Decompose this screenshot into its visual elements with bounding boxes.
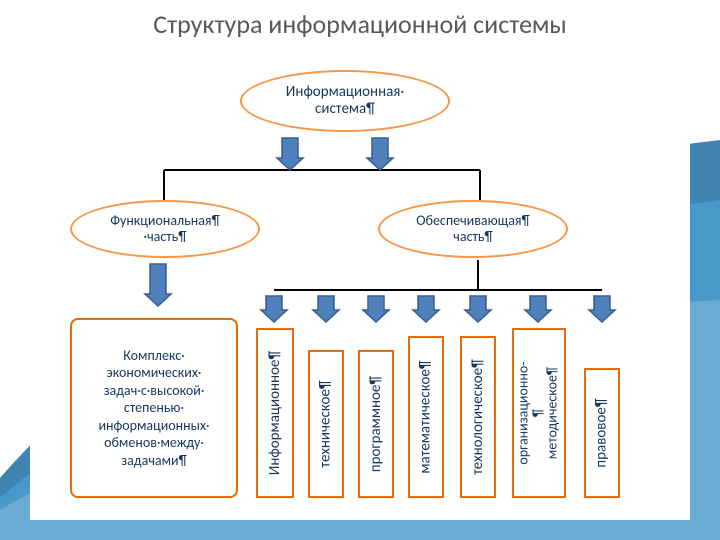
vbox-4: технологическое¶ <box>460 336 496 498</box>
vbox-0: Информационное¶ <box>256 328 294 498</box>
arrow-down <box>363 296 389 322</box>
arrow-down <box>261 296 287 322</box>
vbox-1: техническое¶ <box>308 350 344 498</box>
arrow-down <box>589 296 615 322</box>
vbox-3: математическое¶ <box>408 336 444 498</box>
arrow-down <box>465 296 491 322</box>
node-func: Функциональная¶·часть¶ <box>70 200 260 258</box>
arrow-down <box>313 296 339 322</box>
slide-title: Структура информационной системы <box>0 8 720 40</box>
vbox-6: правовое¶ <box>584 368 620 498</box>
vbox-5: организационно-¶методическое¶ <box>512 328 566 498</box>
diagram-area: Информационная·система¶ Функциональная¶·ч… <box>30 50 690 520</box>
node-root: Информационная·система¶ <box>240 70 450 132</box>
vbox-2: программное¶ <box>358 350 394 498</box>
arrow-down <box>413 296 439 322</box>
arrow-down <box>145 264 171 306</box>
node-complex: Комплекс·экономических·задач·с·высокой·с… <box>70 318 238 498</box>
arrow-down <box>367 138 393 170</box>
arrow-down <box>277 138 303 170</box>
arrow-down <box>525 296 551 322</box>
node-supp: Обеспечивающая¶часть¶ <box>378 200 568 258</box>
